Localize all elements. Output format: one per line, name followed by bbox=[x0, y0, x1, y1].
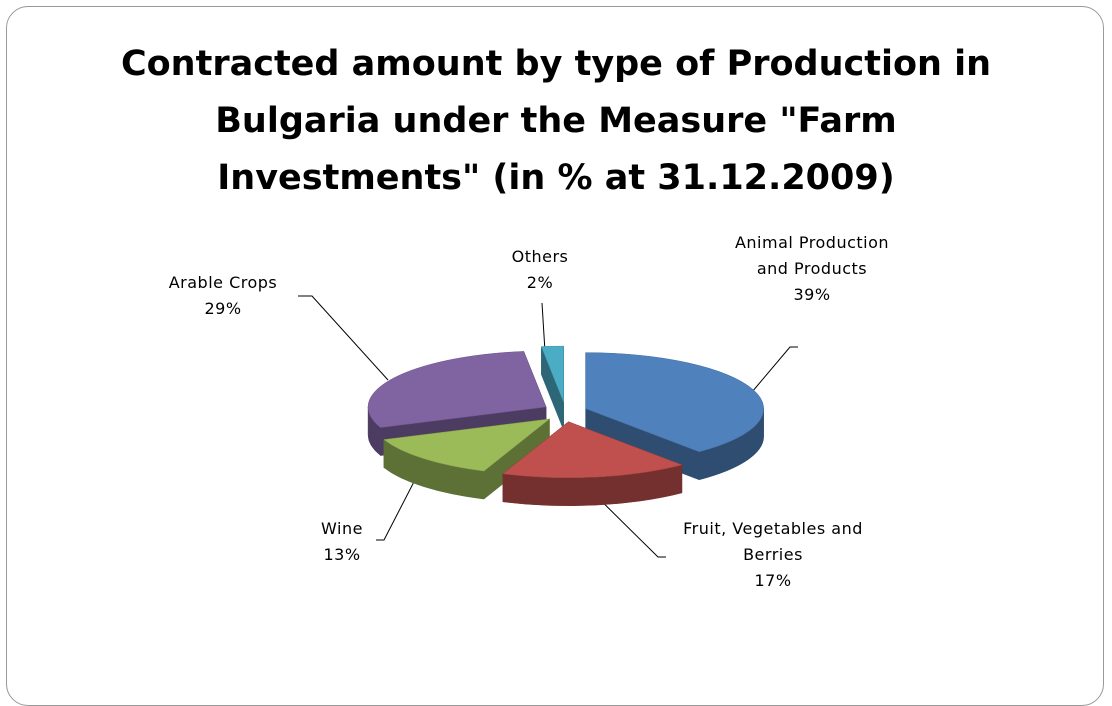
value-label: 29% bbox=[204, 299, 242, 318]
pie bbox=[367, 345, 764, 507]
data-label: Animal Production and Products 39% bbox=[722, 230, 902, 308]
data-label: Others 2% bbox=[480, 244, 600, 296]
leader-line bbox=[751, 346, 798, 393]
slice bbox=[540, 345, 564, 403]
leader-lines bbox=[298, 295, 798, 558]
slice bbox=[367, 351, 547, 428]
category-label: Animal Production and Products bbox=[734, 233, 890, 278]
value-label: 2% bbox=[526, 273, 554, 292]
category-label: Wine bbox=[321, 519, 363, 538]
leader-line bbox=[298, 295, 389, 381]
slice bbox=[502, 421, 683, 479]
category-label: Arable Crops bbox=[168, 273, 278, 292]
category-label: Others bbox=[511, 247, 569, 266]
slice bbox=[383, 418, 551, 472]
category-label: Fruit, Vegetables and Berries bbox=[683, 519, 863, 564]
chart-title: Contracted amount by type of Production … bbox=[120, 44, 992, 198]
value-label: 17% bbox=[754, 571, 792, 590]
data-label: Fruit, Vegetables and Berries 17% bbox=[668, 516, 878, 594]
leader-line bbox=[376, 473, 419, 541]
value-label: 13% bbox=[323, 545, 361, 564]
data-label: Arable Crops 29% bbox=[133, 270, 313, 322]
data-label: Wine 13% bbox=[292, 516, 392, 568]
slice bbox=[585, 352, 764, 453]
value-label: 39% bbox=[793, 285, 831, 304]
